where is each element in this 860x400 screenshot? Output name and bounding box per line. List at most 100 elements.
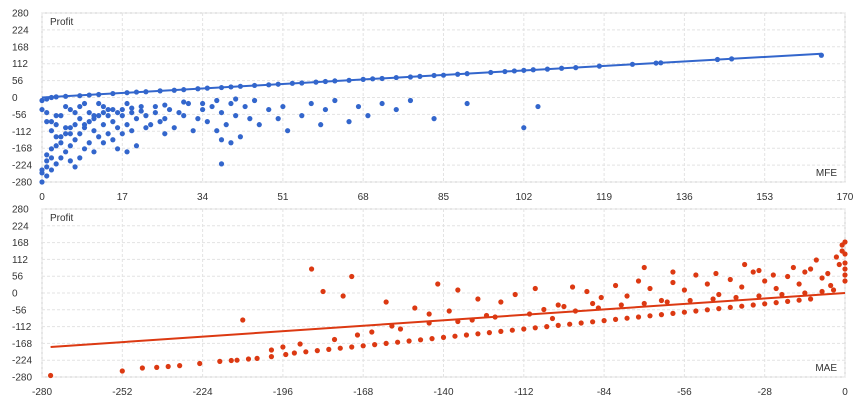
data-point bbox=[383, 340, 389, 346]
data-point bbox=[124, 100, 130, 107]
data-point bbox=[842, 251, 848, 257]
data-point bbox=[72, 122, 78, 128]
data-point bbox=[48, 155, 55, 161]
data-point bbox=[77, 155, 83, 161]
data-point bbox=[77, 103, 83, 110]
data-point bbox=[624, 315, 630, 321]
x-tick-label: 153 bbox=[756, 192, 773, 200]
x-tick-label: 119 bbox=[596, 192, 612, 200]
data-point bbox=[148, 122, 154, 128]
data-point bbox=[119, 368, 125, 374]
data-point bbox=[44, 152, 50, 158]
data-point bbox=[129, 105, 135, 111]
data-point bbox=[383, 299, 389, 305]
data-point bbox=[240, 317, 246, 323]
data-point bbox=[475, 296, 481, 302]
data-point bbox=[176, 109, 182, 116]
x-axis-label: MFE bbox=[816, 168, 837, 179]
data-point bbox=[214, 97, 220, 104]
trendline bbox=[41, 52, 822, 99]
data-point bbox=[39, 167, 45, 173]
data-point bbox=[185, 100, 192, 107]
data-point bbox=[756, 293, 762, 299]
data-point bbox=[143, 113, 149, 119]
data-point bbox=[535, 103, 541, 110]
y-axis-label: Profit bbox=[50, 213, 74, 224]
data-point bbox=[486, 330, 492, 336]
data-point bbox=[555, 322, 561, 328]
data-point bbox=[785, 273, 791, 280]
data-point bbox=[796, 297, 802, 303]
x-tick-label: -56 bbox=[677, 387, 692, 398]
data-point bbox=[228, 100, 234, 107]
data-point bbox=[223, 122, 229, 128]
x-tick-label: 51 bbox=[277, 192, 289, 200]
data-point bbox=[283, 351, 289, 358]
data-point bbox=[129, 109, 135, 116]
data-point bbox=[200, 100, 206, 107]
data-point bbox=[105, 106, 111, 113]
data-point bbox=[431, 116, 437, 122]
data-point bbox=[590, 300, 596, 307]
data-point bbox=[372, 342, 378, 348]
data-point bbox=[44, 173, 50, 179]
data-point bbox=[830, 287, 837, 293]
data-point bbox=[166, 106, 173, 113]
data-point bbox=[407, 97, 414, 104]
data-point bbox=[635, 314, 642, 320]
data-point bbox=[190, 128, 196, 134]
data-point bbox=[105, 131, 111, 137]
data-point bbox=[446, 308, 452, 314]
y-tick-label: 168 bbox=[12, 238, 29, 249]
data-point bbox=[365, 113, 371, 119]
data-point bbox=[670, 310, 676, 316]
data-point bbox=[541, 306, 547, 313]
data-point bbox=[291, 350, 297, 356]
data-point bbox=[162, 102, 168, 108]
data-point bbox=[584, 288, 590, 295]
data-point bbox=[218, 161, 225, 167]
data-point bbox=[152, 103, 158, 110]
y-tick-label: -224 bbox=[12, 356, 32, 367]
data-point bbox=[91, 128, 97, 134]
data-point bbox=[426, 311, 432, 317]
data-point bbox=[86, 119, 92, 125]
data-point bbox=[498, 299, 504, 305]
data-point bbox=[44, 164, 50, 170]
data-point bbox=[825, 270, 831, 277]
data-point bbox=[209, 103, 215, 110]
data-point bbox=[81, 146, 88, 152]
data-point bbox=[100, 109, 107, 116]
data-point bbox=[181, 113, 187, 119]
y-tick-label: -168 bbox=[12, 339, 32, 350]
data-point bbox=[63, 149, 69, 155]
data-point bbox=[268, 347, 275, 353]
data-point bbox=[100, 122, 107, 128]
data-point bbox=[807, 296, 814, 302]
x-tick-label: -28 bbox=[757, 387, 772, 398]
data-point bbox=[138, 103, 144, 110]
data-point bbox=[228, 140, 234, 146]
data-point bbox=[39, 179, 45, 185]
x-tick-label: -280 bbox=[32, 387, 52, 398]
data-point bbox=[828, 282, 834, 289]
data-point bbox=[406, 338, 412, 344]
x-tick-label: 102 bbox=[515, 192, 532, 200]
data-point bbox=[681, 287, 688, 293]
data-point bbox=[716, 291, 722, 298]
y-tick-label: 168 bbox=[12, 42, 29, 53]
data-point bbox=[561, 303, 567, 310]
data-point bbox=[355, 103, 362, 110]
data-point bbox=[39, 106, 45, 113]
data-point bbox=[217, 358, 223, 364]
data-point bbox=[704, 281, 710, 287]
data-point bbox=[200, 106, 206, 113]
data-point bbox=[303, 349, 309, 355]
data-point bbox=[842, 239, 848, 245]
y-axis-label: Profit bbox=[50, 17, 74, 28]
y-tick-label: 280 bbox=[12, 9, 29, 20]
data-point bbox=[228, 357, 234, 364]
data-point bbox=[544, 324, 550, 330]
data-point bbox=[119, 113, 125, 119]
data-point bbox=[44, 109, 50, 116]
